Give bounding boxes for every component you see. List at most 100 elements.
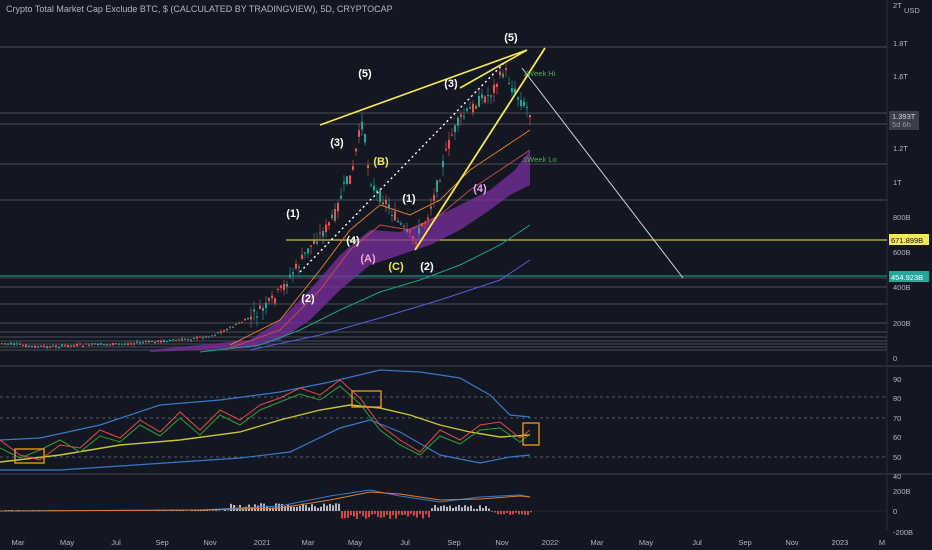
macd-bar [407, 511, 409, 517]
candle-body [472, 103, 474, 113]
macd-bar [521, 511, 523, 515]
macd-bar [353, 511, 355, 517]
candle-body [196, 336, 198, 339]
candle-body [385, 199, 387, 205]
candle-body [223, 330, 225, 332]
candle-body [241, 322, 243, 324]
candle-body [301, 254, 303, 259]
oscillator-axis[interactable]: 90 80 70 60 50 40 [893, 375, 901, 481]
macd-bar [488, 508, 490, 511]
candle-body [289, 274, 291, 278]
highlight-box-middle[interactable] [351, 390, 382, 408]
wave-label: (2) [420, 261, 434, 273]
candle-body [496, 83, 498, 88]
macd-bar [365, 511, 367, 519]
macd-bar [392, 511, 394, 516]
candle-body [445, 148, 447, 151]
target-projection-line[interactable] [521, 67, 684, 279]
candle-body [403, 225, 405, 227]
macd-bar [371, 511, 373, 515]
macd-bar [449, 505, 451, 511]
candle-body [274, 298, 276, 304]
candle-body [34, 345, 36, 348]
candle-body [40, 345, 42, 347]
oscillator-tick-label: 80 [893, 394, 901, 403]
candle-body [412, 236, 414, 239]
candle-body [514, 88, 516, 94]
macd-bar [200, 510, 202, 511]
candle-body [499, 71, 501, 76]
macd-bar [374, 511, 376, 515]
candle-body [373, 185, 375, 191]
candle-body [229, 326, 231, 328]
time-axis[interactable]: Mar May Jul Sep Nov 2021 Mar May Jul Sep Nov 2022 Ma… [12, 538, 886, 547]
wedge-lower-trendline[interactable] [414, 47, 546, 251]
macd-bar [290, 505, 292, 511]
macd-bar [332, 505, 334, 511]
dotted-projection-line[interactable] [299, 61, 506, 273]
candle-body [181, 338, 183, 341]
wave-label: (2) [301, 293, 315, 305]
macd-bar [308, 507, 310, 511]
candle-body [460, 114, 462, 117]
macd-bar [272, 507, 274, 511]
candle-body [292, 272, 294, 275]
candle-body [466, 108, 468, 111]
horizontal-levels [0, 46, 887, 351]
macd-axis[interactable]: 200B 0 -200B [893, 487, 913, 537]
candle-body [349, 175, 351, 184]
candle-body [100, 343, 102, 345]
currency-label[interactable]: USD [904, 6, 920, 15]
macd-bar [389, 511, 391, 519]
candle-body [235, 323, 237, 325]
upper-trendline-left[interactable] [319, 49, 528, 126]
time-tick-label: Jul [111, 538, 121, 547]
macd-bar [410, 511, 412, 515]
candle-body [481, 94, 483, 99]
candle-body [160, 340, 162, 343]
candle-body [199, 336, 201, 338]
price-tick-label: 0 [893, 354, 897, 363]
time-tick-label: May [348, 538, 362, 547]
price-tick-label: 800B [893, 213, 911, 222]
candle-body [457, 117, 459, 126]
macd-bar [425, 511, 427, 515]
candle-body [475, 105, 477, 109]
ma-line-green [199, 224, 531, 353]
candle-body [478, 95, 480, 107]
macd-bar [284, 506, 286, 511]
candle-body [148, 341, 150, 343]
macd-bar [482, 508, 484, 511]
candle-body [37, 346, 39, 348]
candle-body [463, 116, 465, 118]
price-tick-label: 400B [893, 283, 911, 292]
macd-bar [431, 508, 433, 511]
highlight-box-right[interactable] [522, 422, 540, 446]
candle-body [397, 221, 399, 223]
candle-body [109, 344, 111, 346]
wave-label: (A) [360, 253, 376, 265]
candle-body [103, 344, 105, 346]
signal-line [0, 404, 531, 463]
candle-body [364, 134, 366, 143]
highlight-box-left[interactable] [14, 448, 45, 464]
svg-text:671.899B: 671.899B [891, 236, 923, 245]
price-tick-label: 200B [893, 319, 911, 328]
time-tick-label: 2021 [254, 538, 271, 547]
candle-body [58, 347, 60, 349]
candle-body [430, 206, 432, 209]
candle-body [286, 284, 288, 287]
candle-body [85, 343, 87, 345]
time-tick-label: Sep [738, 538, 751, 547]
upper-trendline-right[interactable] [459, 49, 528, 89]
time-tick-label: May [60, 538, 74, 547]
macd-bar [515, 511, 517, 513]
macd-bar [524, 511, 526, 515]
candle-body [505, 68, 507, 71]
candle-body [427, 217, 429, 220]
time-tick-label: 2023 [832, 538, 849, 547]
candle-body [367, 165, 369, 169]
candle-body [388, 204, 390, 208]
